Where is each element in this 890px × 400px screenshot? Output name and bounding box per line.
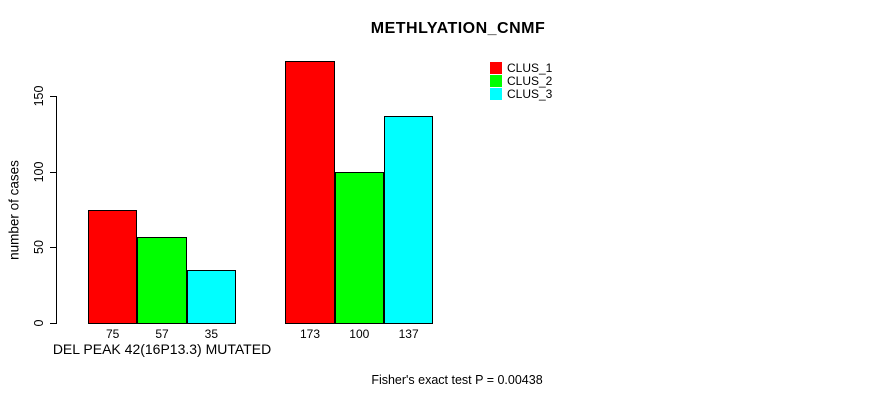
bar-clus_1-group2 bbox=[285, 61, 335, 324]
y-axis-tick bbox=[50, 171, 56, 173]
bar-clus_3-group2 bbox=[383, 115, 434, 324]
legend-label: CLUS_3 bbox=[507, 86, 553, 101]
legend-label: CLUS_2 bbox=[507, 73, 553, 88]
legend: CLUS_1 CLUS_2 CLUS_3 bbox=[490, 60, 553, 101]
legend-label: CLUS_1 bbox=[507, 60, 553, 75]
bar-clus_3-group1 bbox=[186, 270, 236, 324]
bar-value-label: 137 bbox=[398, 327, 419, 341]
legend-item-clus_1: CLUS_1 bbox=[490, 60, 553, 75]
bar-value-label: 75 bbox=[105, 327, 120, 341]
bar-clus_1-group1 bbox=[88, 209, 138, 324]
legend-swatch-icon bbox=[490, 61, 502, 74]
y-axis-tick bbox=[50, 96, 56, 97]
bar-value-label: 173 bbox=[299, 327, 320, 341]
legend-swatch-icon bbox=[490, 74, 502, 87]
x-category-label: DEL PEAK 42(16P13.3) MUTATED bbox=[52, 341, 272, 357]
y-axis-tick-label: 50 bbox=[32, 240, 46, 255]
bar-value-label: 100 bbox=[349, 327, 370, 341]
bar-value-label: 57 bbox=[155, 327, 169, 341]
legend-item-clus_3: CLUS_3 bbox=[490, 86, 553, 101]
legend-swatch-icon bbox=[490, 87, 502, 100]
y-axis-tick-label: 100 bbox=[32, 161, 46, 183]
legend-item-clus_2: CLUS_2 bbox=[490, 73, 553, 88]
y-axis-tick-label: 150 bbox=[32, 85, 46, 107]
fisher-test-annotation: Fisher's exact test P = 0.00438 bbox=[371, 373, 543, 387]
bar-clus_2-group2 bbox=[334, 171, 384, 324]
y-axis-tick-label: 0 bbox=[32, 319, 46, 327]
bar-clus_2-group1 bbox=[137, 236, 187, 324]
chart-title: METHLYATION_CNMF bbox=[370, 20, 546, 37]
y-axis-tick bbox=[50, 247, 56, 249]
bar-value-label: 35 bbox=[204, 327, 218, 341]
y-axis-line bbox=[56, 96, 57, 324]
y-axis-title: number of cases bbox=[6, 160, 22, 260]
y-axis-tick bbox=[50, 323, 56, 324]
